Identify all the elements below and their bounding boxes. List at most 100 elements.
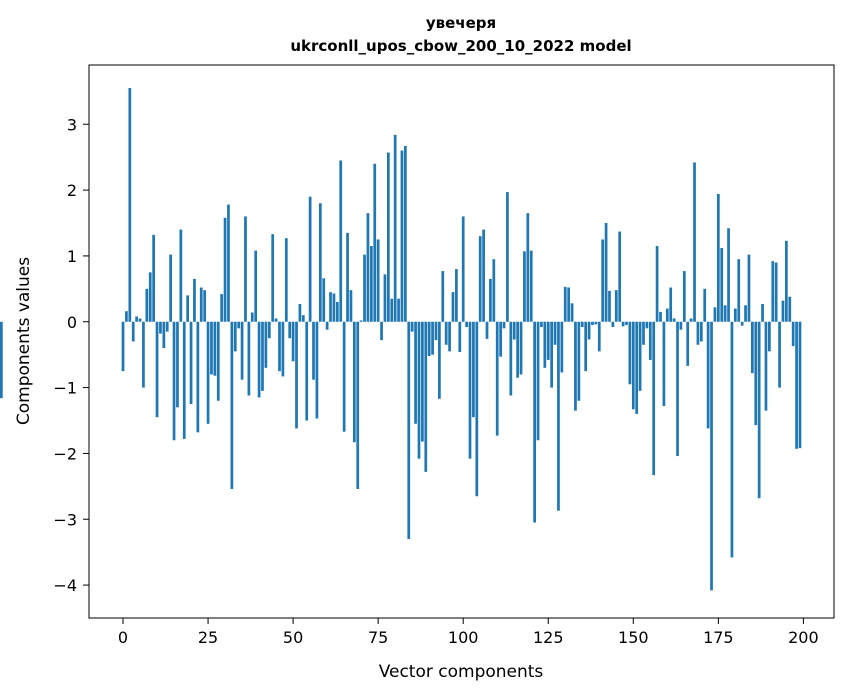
bar — [434, 321, 438, 341]
bar — [693, 162, 696, 322]
bar — [665, 308, 669, 322]
chart-title: увечеря — [426, 14, 496, 32]
bars-group — [0, 88, 802, 591]
bar — [199, 287, 203, 322]
bar — [730, 321, 734, 558]
y-tick-label: 3 — [67, 115, 77, 134]
bar — [400, 150, 404, 322]
bar — [267, 321, 271, 339]
bar — [278, 321, 281, 372]
bar — [383, 274, 387, 322]
bar — [138, 318, 142, 322]
bar — [662, 321, 666, 407]
bar — [165, 321, 169, 332]
bar — [601, 239, 605, 322]
bar — [618, 231, 622, 322]
bar — [176, 321, 179, 408]
y-tick-label: 1 — [67, 247, 77, 266]
bar — [587, 321, 591, 340]
bar — [431, 321, 434, 355]
bar — [155, 321, 159, 418]
bar — [655, 246, 659, 322]
bar — [706, 321, 710, 429]
bar — [142, 321, 145, 388]
x-tick-label: 75 — [368, 628, 388, 647]
bar — [716, 194, 720, 322]
bar — [397, 298, 400, 322]
bar — [567, 287, 571, 322]
bar — [744, 305, 747, 322]
bar — [604, 223, 608, 322]
bar — [577, 321, 581, 401]
x-tick-label: 200 — [788, 628, 819, 647]
bar — [703, 288, 707, 322]
bar — [584, 321, 588, 372]
x-tick-label: 100 — [448, 628, 479, 647]
chart-subtitle: ukrconll_upos_cbow_200_10_2022 model — [290, 37, 631, 55]
bar — [121, 321, 125, 372]
bar — [182, 321, 186, 439]
bar — [387, 152, 390, 322]
bar — [220, 294, 224, 322]
bar — [506, 192, 509, 322]
bar — [237, 321, 241, 329]
x-tick-label: 150 — [618, 628, 649, 647]
bar — [764, 321, 768, 411]
bar — [281, 321, 285, 377]
x-tick-label: 0 — [118, 628, 128, 647]
bar — [325, 321, 329, 330]
bar — [349, 290, 353, 322]
bar — [478, 236, 482, 322]
bar — [686, 321, 690, 366]
bar — [128, 88, 132, 322]
bar — [131, 321, 135, 342]
bar — [761, 303, 764, 322]
bar — [536, 321, 540, 441]
bar — [298, 303, 302, 322]
bar — [543, 321, 547, 368]
bar — [659, 311, 662, 322]
bar — [189, 321, 193, 405]
bar — [0, 321, 3, 399]
bar — [679, 321, 683, 330]
bar — [465, 321, 468, 328]
bar — [203, 290, 207, 322]
bar — [672, 318, 676, 322]
bar — [346, 232, 349, 322]
bar — [318, 203, 322, 322]
bar — [424, 321, 428, 472]
bar — [329, 292, 332, 322]
bar — [271, 234, 275, 322]
bar — [390, 298, 394, 322]
bar — [529, 250, 533, 322]
bar — [448, 321, 451, 352]
bar — [196, 321, 200, 433]
bar — [339, 160, 343, 322]
bar — [223, 217, 227, 322]
bar — [757, 321, 761, 499]
bar — [502, 321, 506, 329]
bar — [213, 321, 217, 376]
bar — [254, 250, 258, 322]
bar — [288, 321, 292, 339]
bar — [414, 321, 417, 424]
bar — [472, 321, 475, 418]
bar — [614, 290, 618, 322]
bar — [550, 321, 554, 388]
bar — [291, 321, 295, 362]
x-axis-ticks: 0 25 50 75 100 125 150 175 200 — [118, 618, 819, 647]
bar — [210, 321, 213, 375]
bar — [250, 312, 254, 322]
bar — [540, 321, 543, 328]
y-tick-label: 0 — [67, 313, 77, 332]
bar — [363, 254, 366, 322]
bar — [645, 321, 649, 329]
bar — [461, 216, 465, 322]
bar — [169, 254, 172, 322]
bar — [373, 163, 377, 322]
bar — [720, 248, 724, 322]
bar — [172, 321, 176, 441]
bar — [376, 239, 380, 322]
bar — [652, 321, 656, 476]
bar — [580, 321, 584, 328]
